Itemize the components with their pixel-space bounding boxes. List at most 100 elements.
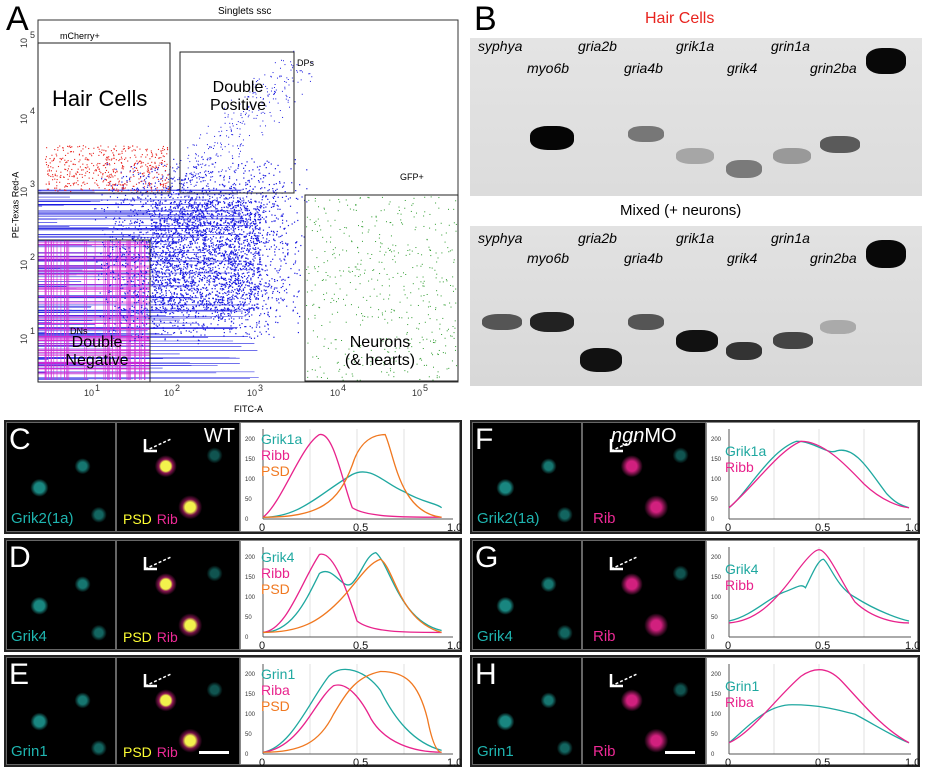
legend-entry: PSD bbox=[261, 463, 290, 479]
plot-y-tick: 100 bbox=[711, 595, 722, 601]
gene-label: grin1a bbox=[771, 230, 810, 246]
plot-y-tick: 100 bbox=[711, 712, 722, 718]
plot-x-tick: 0.5 bbox=[353, 640, 368, 651]
plot-y-tick: 50 bbox=[245, 615, 252, 621]
marker-label: Grik2(1a) bbox=[477, 510, 540, 527]
panel-letter-e: E bbox=[9, 658, 30, 691]
band-grik1a bbox=[676, 330, 718, 352]
legend-entry: Ribb bbox=[261, 447, 290, 463]
facs-y-tick-exponent: 1 bbox=[30, 326, 35, 336]
plot-y-tick: 100 bbox=[245, 477, 256, 483]
plot-x-tick: 1.0 bbox=[905, 522, 919, 533]
merge-image: PSD Rib WT bbox=[116, 422, 240, 532]
gene-label: grin2ba bbox=[810, 250, 857, 266]
microscopy-panel-f: F Grik2(1a) Rib ngnMO 0 50 100 150 200 0 0.5 1.0 Gri… bbox=[470, 420, 920, 534]
band-syphya bbox=[482, 314, 522, 330]
gene-label: myo6b bbox=[527, 250, 570, 266]
facs-y-tick-exponent: 4 bbox=[30, 106, 35, 116]
plot-x-tick: 0 bbox=[259, 640, 265, 651]
plot-y-tick: 150 bbox=[245, 692, 256, 698]
facs-x-tick-exponent: 2 bbox=[175, 383, 180, 393]
arrow-icon bbox=[609, 556, 638, 571]
gate-hair-cells bbox=[37, 42, 171, 194]
psd-label: PSD bbox=[123, 629, 152, 645]
microscopy-panel-h: H Grin1 Rib 0 50 100 150 200 0 0.5 1.0 Grin1 Riba bbox=[470, 655, 920, 768]
microscopy-panel-g: G Grik4 Rib 0 50 100 150 200 0 0.5 1.0 Grik4 Ribb bbox=[470, 538, 920, 652]
facs-y-tick-exponent: 3 bbox=[30, 179, 35, 189]
plot-y-tick: 50 bbox=[245, 497, 252, 503]
marker-image: F Grik2(1a) bbox=[472, 422, 582, 532]
gate-double-positive bbox=[179, 51, 295, 194]
gel-top-title: Hair Cells bbox=[645, 10, 715, 27]
plot-x-tick: 0 bbox=[259, 522, 265, 533]
gene-label: grik4 bbox=[727, 60, 758, 76]
marker-image: D Grik4 bbox=[6, 540, 116, 650]
plot-legend: Grik1a Ribb PSD bbox=[261, 431, 302, 479]
facs-x-tick-exponent: 4 bbox=[341, 383, 346, 393]
morpholino-suffix: MO bbox=[644, 425, 677, 447]
plot-legend: Grik1a Ribb bbox=[725, 443, 766, 475]
facs-x-tick: 10 bbox=[412, 388, 422, 398]
rib-label: Rib bbox=[593, 628, 616, 645]
gene-label: syphya bbox=[478, 230, 523, 246]
band-gria4b bbox=[628, 314, 664, 330]
plot-x-tick: 1.0 bbox=[447, 522, 461, 533]
facs-y-tick: 10 bbox=[19, 260, 29, 270]
marker-label: Grik2(1a) bbox=[11, 510, 74, 527]
plot-legend: Grik4 Ribb bbox=[725, 561, 758, 593]
plot-y-tick: 50 bbox=[711, 732, 718, 738]
intensity-plot: 0 50 100 150 200 0 0.5 1.0 Grin1 Riba PSD bbox=[240, 657, 461, 768]
rib-label: Rib bbox=[593, 743, 616, 760]
legend-entry: Grin1 bbox=[725, 678, 760, 694]
band-gria2b bbox=[580, 348, 622, 372]
marker-label: Grik4 bbox=[11, 628, 47, 645]
psd-label: PSD bbox=[123, 511, 152, 527]
facs-y-tick: 10 bbox=[19, 187, 29, 197]
rib-label: Rib bbox=[156, 629, 178, 645]
plot-y-tick: 200 bbox=[711, 437, 722, 443]
gene-label: syphya bbox=[478, 38, 523, 54]
microscopy-panel-d: D Grik4 PSD Rib 0 50 100 150 200 0 0.5 1.0 Grik4 Ribb… bbox=[4, 538, 462, 652]
plot-x-tick: 0 bbox=[259, 757, 265, 768]
plot-y-tick: 200 bbox=[711, 672, 722, 678]
wt-label: WT bbox=[203, 425, 235, 447]
plot-y-tick: 0 bbox=[711, 752, 715, 758]
gene-label: gria2b bbox=[578, 38, 617, 54]
psd-label: PSD bbox=[123, 744, 152, 760]
legend-entry: PSD bbox=[261, 581, 290, 597]
microscopy-panel-c: C Grik2(1a) PSD Rib WT 0 50 100 150 200 0 0.5 1.0 Gri… bbox=[4, 420, 462, 534]
band-gria4b bbox=[628, 126, 664, 142]
gene-label: grin1a bbox=[771, 38, 810, 54]
rib-label: Rib bbox=[593, 510, 616, 527]
plot-x-tick: 0 bbox=[725, 522, 731, 533]
gene-label: grik1a bbox=[676, 38, 715, 54]
facs-y-label: PE-Texas Red-A bbox=[10, 171, 21, 239]
plot-y-tick: 200 bbox=[245, 555, 256, 561]
facs-y-tick-exponent: 2 bbox=[30, 252, 35, 262]
plot-y-tick: 0 bbox=[711, 635, 715, 641]
facs-title: Singlets ssc bbox=[218, 6, 272, 17]
region-double-positive: Double Positive bbox=[209, 79, 267, 114]
plot-y-tick: 150 bbox=[711, 692, 722, 698]
plot-y-tick: 0 bbox=[245, 635, 249, 641]
band-grin2ba bbox=[820, 320, 856, 334]
panel-letter-f: F bbox=[475, 423, 494, 456]
intensity-plot: 0 50 100 150 200 0 0.5 1.0 Grik1a Ribb bbox=[706, 422, 919, 533]
plot-x-tick: 0.5 bbox=[353, 757, 368, 768]
legend-entry: Grik1a bbox=[725, 443, 767, 459]
arrow-icon bbox=[609, 673, 638, 688]
gene-label: myo6b bbox=[527, 60, 570, 76]
plot-y-tick: 200 bbox=[245, 672, 256, 678]
plot-y-tick: 0 bbox=[245, 517, 249, 523]
band-grin1a bbox=[773, 332, 813, 349]
marker-label: Grik4 bbox=[477, 628, 513, 645]
plot-x-tick: 0.5 bbox=[815, 522, 830, 533]
legend-entry: Grin1 bbox=[261, 666, 296, 682]
plot-legend: Grin1 Riba bbox=[725, 678, 759, 710]
gate-label-mcherry: mCherry+ bbox=[60, 31, 100, 41]
rib-label: Rib bbox=[156, 511, 178, 527]
merge-image: Rib bbox=[582, 657, 706, 765]
marker-image: G Grik4 bbox=[472, 540, 582, 650]
plot-y-tick: 150 bbox=[245, 457, 256, 463]
legend-entry: Ribb bbox=[261, 565, 290, 581]
